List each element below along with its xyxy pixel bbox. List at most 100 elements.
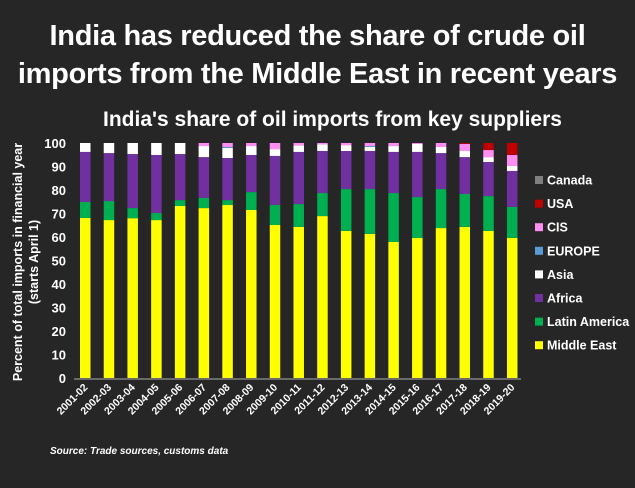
- bar-segment-africa: [364, 150, 376, 190]
- bar-segment-latin-america: [340, 189, 352, 231]
- bar-segment-middle-east: [103, 220, 115, 378]
- y-axis-label-line-2: (starts April 1): [27, 220, 41, 304]
- bar-stack-2007-08: [222, 143, 233, 378]
- bar-segment-africa: [317, 150, 328, 194]
- bar-segment-asia: [435, 146, 447, 154]
- bar-segment-middle-east: [412, 237, 423, 378]
- legend-label: Africa: [547, 292, 583, 306]
- bar-segment-middle-east: [222, 205, 233, 378]
- bar-segment-latin-america: [127, 208, 138, 219]
- bar-segment-cis: [435, 143, 447, 147]
- bar-segment-asia: [340, 145, 352, 151]
- bar-segment-africa: [388, 151, 399, 194]
- legend-swatch: [535, 294, 543, 302]
- bar-segment-middle-east: [127, 218, 138, 378]
- bar-segment-asia: [506, 166, 518, 171]
- bar-segment-europe: [222, 146, 233, 148]
- legend-item: Asia: [535, 268, 574, 282]
- bar-segment-asia: [246, 146, 257, 155]
- bar-segment-latin-america: [269, 205, 281, 226]
- bar-segment-middle-east: [506, 237, 518, 378]
- bar-stack-2004-05: [151, 143, 162, 378]
- bar-segment-cis: [506, 154, 518, 167]
- y-ticks: 0 10 20 30 40 50 60 70 80 90 100: [44, 136, 66, 386]
- y-tick-label: 90: [52, 160, 66, 175]
- chart-title: India's share of oil imports from key su…: [103, 108, 562, 131]
- bar-segment-asia: [222, 147, 233, 159]
- bar-stack-2001-02: [80, 143, 91, 378]
- bar-segment-latin-america: [388, 193, 399, 242]
- bar-segment-middle-east: [483, 230, 494, 378]
- bar-segment-usa: [506, 143, 518, 155]
- legend-item: USA: [535, 197, 573, 211]
- bar-segment-middle-east: [80, 217, 91, 378]
- bar-segment-latin-america: [506, 206, 518, 238]
- bar-segment-asia: [412, 143, 423, 152]
- bar-stack-2014-15: [388, 143, 399, 378]
- bar-segment-latin-america: [412, 197, 423, 238]
- legend-swatch: [535, 246, 543, 255]
- legend: Canada USA CIS EUROPE Asia Africa Latin Americ…: [535, 174, 630, 353]
- bar-stack-2002-03: [103, 143, 115, 378]
- bar-segment-asia: [459, 150, 471, 158]
- bar-segment-middle-east: [198, 208, 210, 378]
- y-tick-label: 20: [52, 324, 66, 339]
- bar-segment-latin-america: [151, 213, 162, 221]
- bar-segment-cis: [340, 143, 352, 146]
- legend-item: CIS: [535, 221, 568, 235]
- bar-segment-latin-america: [246, 192, 257, 210]
- legend-swatch: [535, 317, 543, 326]
- bar-segment-latin-america: [198, 197, 210, 209]
- bar-stack-2009-10: [269, 143, 281, 378]
- bar-segment-africa: [269, 155, 281, 206]
- bar-segment-middle-east: [340, 230, 352, 378]
- bar-segment-middle-east: [435, 228, 447, 378]
- bar-segment-middle-east: [246, 209, 257, 378]
- legend-swatch: [535, 176, 543, 184]
- bar-segment-latin-america: [80, 201, 91, 218]
- legend-label: CIS: [547, 221, 568, 235]
- bar-segment-africa: [459, 157, 471, 194]
- bar-segment-latin-america: [293, 204, 304, 227]
- bar-segment-cis: [483, 150, 494, 158]
- legend-label: Canada: [547, 174, 593, 188]
- bar-segment-asia: [388, 146, 399, 152]
- bar-stack-2006-07: [198, 143, 210, 378]
- bar-segment-africa: [174, 154, 186, 201]
- bar-stack-2010-11: [293, 143, 304, 378]
- bar-segment-africa: [127, 154, 138, 209]
- bar-stack-2005-06: [174, 143, 186, 378]
- bar-stack-2003-04: [127, 143, 138, 378]
- legend-item: Africa: [535, 292, 583, 306]
- y-tick-label: 0: [59, 371, 66, 386]
- bar-segment-middle-east: [269, 225, 281, 378]
- bar-segment-cis: [293, 143, 304, 146]
- bar-segment-asia: [317, 144, 328, 151]
- bar-segment-cis: [459, 143, 471, 151]
- bar-segment-middle-east: [317, 216, 328, 378]
- bar-segment-asia: [174, 143, 186, 155]
- y-tick-label: 40: [52, 277, 66, 292]
- y-tick-label: 30: [52, 301, 66, 316]
- bar-segment-asia: [151, 143, 162, 155]
- bar-segment-latin-america: [483, 196, 494, 231]
- bar-segment-africa: [435, 153, 447, 190]
- bar-segment-africa: [103, 153, 115, 202]
- bar-segment-asia: [103, 143, 115, 154]
- bar-segment-europe: [364, 146, 376, 147]
- source-note: Source: Trade sources, customs data: [50, 446, 229, 457]
- legend-label: USA: [547, 197, 573, 211]
- legend-label: Asia: [547, 268, 574, 282]
- legend-item: Canada: [535, 174, 593, 188]
- bar-segment-africa: [293, 151, 304, 205]
- bar-stack-2019-20: [506, 143, 518, 378]
- bar-segment-africa: [483, 162, 494, 197]
- bar-stack-2008-09: [246, 143, 257, 378]
- legend-item: Middle East: [535, 339, 617, 353]
- bar-segment-latin-america: [222, 200, 233, 206]
- bar-segment-cis: [388, 143, 399, 147]
- legend-swatch: [535, 341, 543, 350]
- legend-label: Middle East: [547, 339, 617, 353]
- bar-segment-cis: [317, 143, 328, 145]
- legend-swatch: [535, 199, 543, 208]
